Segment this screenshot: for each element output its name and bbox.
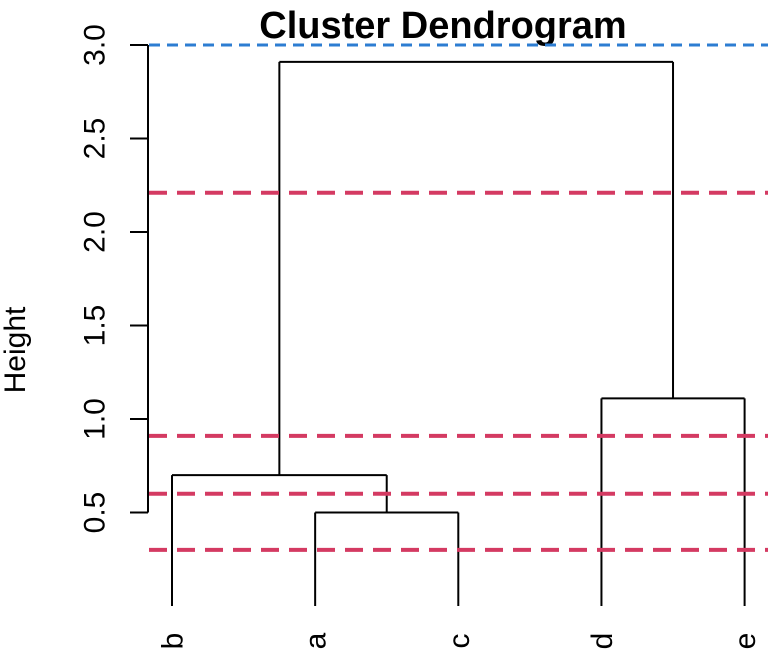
y-tick-label-0.5: 0.5	[79, 492, 112, 534]
leaf-label-b: b	[157, 633, 190, 650]
leaf-label-a: a	[300, 632, 333, 649]
y-tick-label-1.0: 1.0	[79, 398, 112, 440]
y-tick-label-2.0: 2.0	[79, 211, 112, 253]
leaf-label-c: c	[443, 634, 476, 649]
chart-title: Cluster Dendrogram	[259, 5, 627, 47]
y-tick-label-2.5: 2.5	[79, 118, 112, 160]
y-tick-label-1.5: 1.5	[79, 305, 112, 347]
leaf-label-e: e	[729, 633, 762, 650]
y-tick-label-3.0: 3.0	[79, 24, 112, 66]
leaf-label-d: d	[586, 633, 619, 650]
